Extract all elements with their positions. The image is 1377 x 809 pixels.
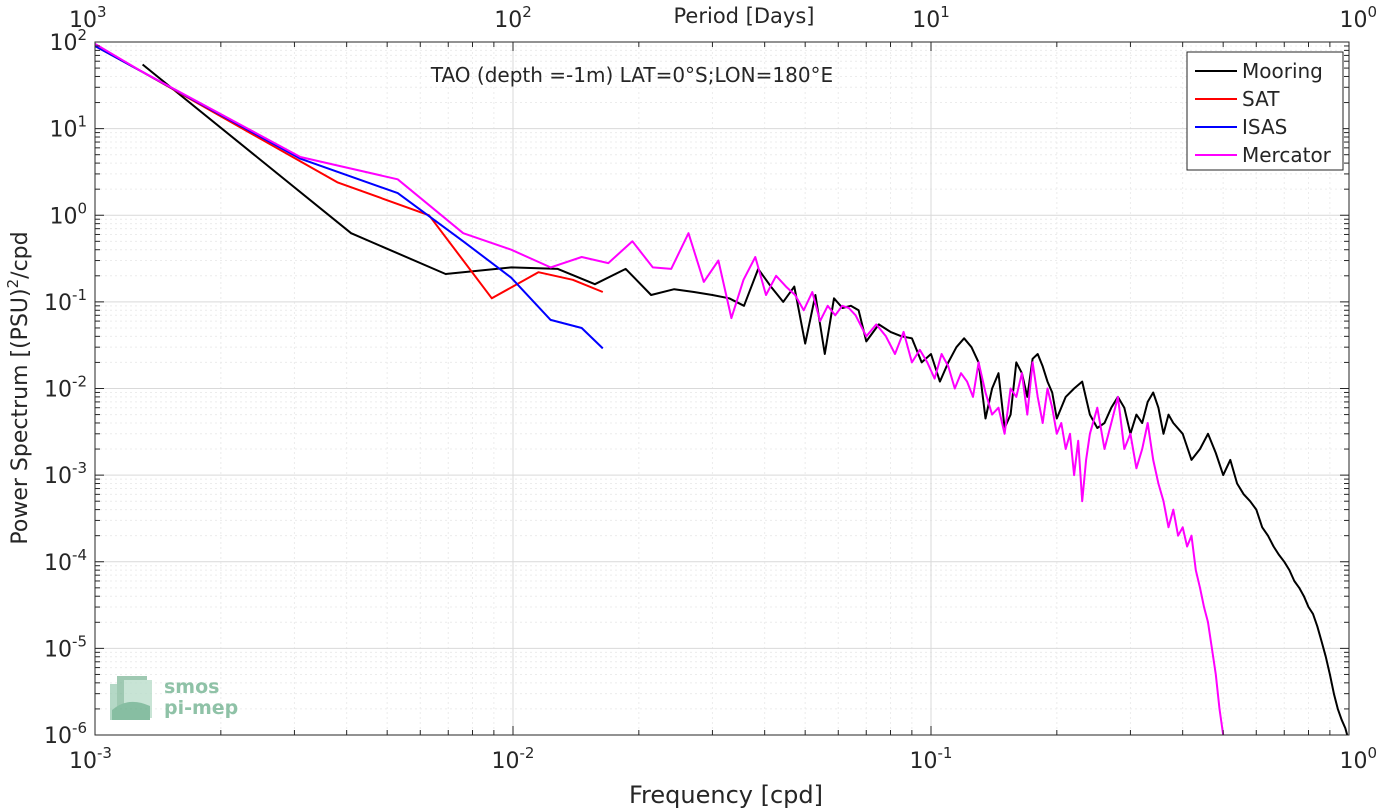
x-tick-label: 10-3 (69, 744, 112, 774)
y-tick-label: 100 (49, 199, 87, 229)
top-tick-label: 100 (1339, 3, 1377, 33)
series-line-mercator (94, 43, 1225, 736)
x-tick-label: 10-1 (910, 744, 953, 774)
x-tick-label: 100 (1339, 744, 1377, 774)
minor-gridlines (95, 42, 1349, 735)
legend: Mooring SAT ISAS Mercator (1186, 51, 1344, 171)
top-tick-label: 103 (69, 3, 107, 33)
logo-text-pi-mep: pi-mep (164, 697, 238, 719)
legend-label-mercator: Mercator (1242, 143, 1332, 167)
y-tick-label: 101 (49, 113, 87, 143)
logo-text-smos: smos (164, 676, 219, 698)
legend-label-mooring: Mooring (1242, 59, 1323, 83)
y-tick-label: 10-4 (44, 546, 87, 576)
y-tick-label: 10-6 (44, 719, 87, 749)
smos-pi-mep-logo: smos pi-mep (110, 676, 238, 720)
y-tick-label: 10-1 (44, 286, 87, 316)
y-tick-label: 102 (49, 26, 87, 56)
axis-ticks (94, 41, 1350, 736)
top-axis-label: Period [Days] (674, 4, 815, 28)
chart-title: TAO (depth =-1m) LAT=0°S;LON=180°E (430, 63, 833, 87)
x-tick-label: 10-2 (492, 744, 535, 774)
top-tick-label: 101 (912, 3, 950, 33)
series-line-mooring (141, 63, 1349, 736)
series-lines (94, 43, 1349, 736)
top-tick-label: 102 (494, 3, 532, 33)
y-tick-label: 10-2 (44, 373, 87, 403)
x-axis-label: Frequency [cpd] (629, 781, 823, 809)
y-tick-label: 10-3 (44, 459, 87, 489)
y-axis-label: Power Spectrum [(PSU)2/cpd (4, 231, 33, 544)
y-tick-label: 10-5 (44, 632, 87, 662)
legend-label-sat: SAT (1242, 87, 1280, 111)
legend-label-isas: ISAS (1242, 115, 1287, 139)
